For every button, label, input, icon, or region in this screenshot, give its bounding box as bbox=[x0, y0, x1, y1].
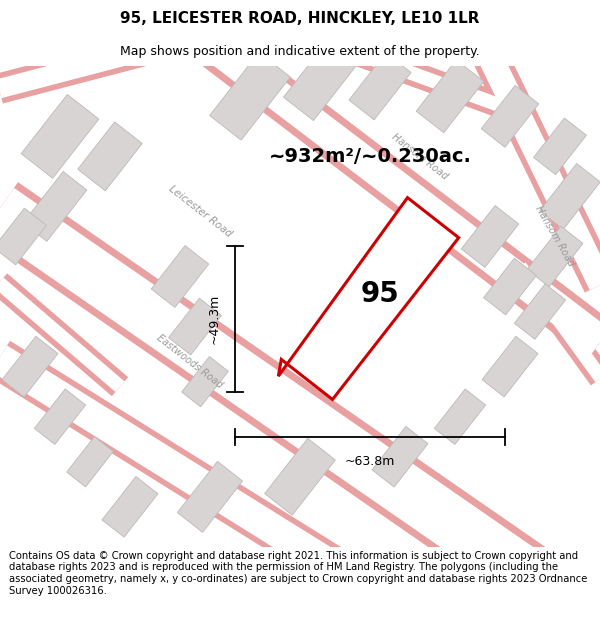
Text: Map shows position and indicative extent of the property.: Map shows position and indicative extent… bbox=[120, 45, 480, 58]
Polygon shape bbox=[178, 461, 242, 532]
Polygon shape bbox=[527, 226, 583, 287]
Polygon shape bbox=[372, 426, 428, 487]
Text: Hansom Road: Hansom Road bbox=[390, 131, 450, 181]
Polygon shape bbox=[209, 52, 290, 140]
Polygon shape bbox=[23, 171, 87, 241]
Polygon shape bbox=[265, 438, 335, 515]
Polygon shape bbox=[283, 42, 356, 121]
Polygon shape bbox=[514, 284, 566, 339]
Text: 95, LEICESTER ROAD, HINCKLEY, LE10 1LR: 95, LEICESTER ROAD, HINCKLEY, LE10 1LR bbox=[120, 11, 480, 26]
Polygon shape bbox=[0, 208, 46, 265]
Polygon shape bbox=[278, 198, 459, 399]
Text: Leicester Road: Leicester Road bbox=[167, 184, 233, 239]
Polygon shape bbox=[416, 60, 484, 132]
Text: ~63.8m: ~63.8m bbox=[345, 455, 395, 468]
Polygon shape bbox=[151, 246, 209, 308]
Polygon shape bbox=[67, 437, 113, 487]
Polygon shape bbox=[21, 94, 99, 178]
Polygon shape bbox=[540, 164, 600, 229]
Polygon shape bbox=[102, 476, 158, 537]
Polygon shape bbox=[481, 86, 539, 148]
Polygon shape bbox=[78, 122, 142, 191]
Polygon shape bbox=[2, 336, 58, 397]
Polygon shape bbox=[461, 206, 519, 268]
Text: Contains OS data © Crown copyright and database right 2021. This information is : Contains OS data © Crown copyright and d… bbox=[9, 551, 587, 596]
Text: 95: 95 bbox=[361, 279, 400, 308]
Text: Hansom Road: Hansom Road bbox=[533, 204, 577, 269]
Text: Eastwoods Road: Eastwoods Road bbox=[155, 333, 225, 391]
Polygon shape bbox=[484, 258, 536, 315]
Polygon shape bbox=[169, 298, 221, 355]
Polygon shape bbox=[533, 118, 586, 175]
Polygon shape bbox=[34, 389, 86, 444]
Text: ~932m²/~0.230ac.: ~932m²/~0.230ac. bbox=[269, 147, 472, 166]
Polygon shape bbox=[349, 52, 411, 120]
Polygon shape bbox=[482, 336, 538, 397]
Polygon shape bbox=[182, 356, 229, 407]
Polygon shape bbox=[434, 389, 485, 444]
Text: ~49.3m: ~49.3m bbox=[208, 294, 221, 344]
